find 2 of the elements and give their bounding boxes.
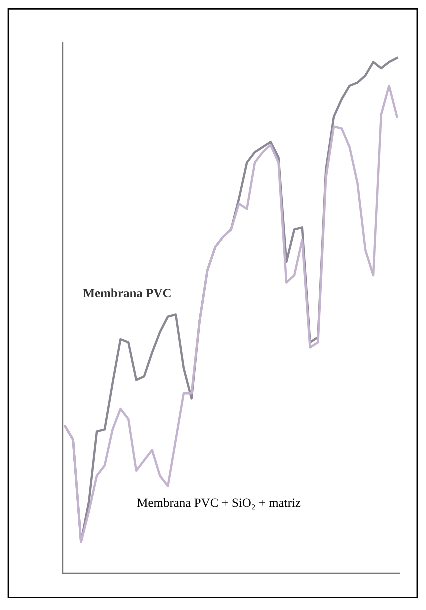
text: Membrana PVC + SiO₂ + matriz [137,498,301,510]
series-label: Membrana PVC [83,288,171,298]
